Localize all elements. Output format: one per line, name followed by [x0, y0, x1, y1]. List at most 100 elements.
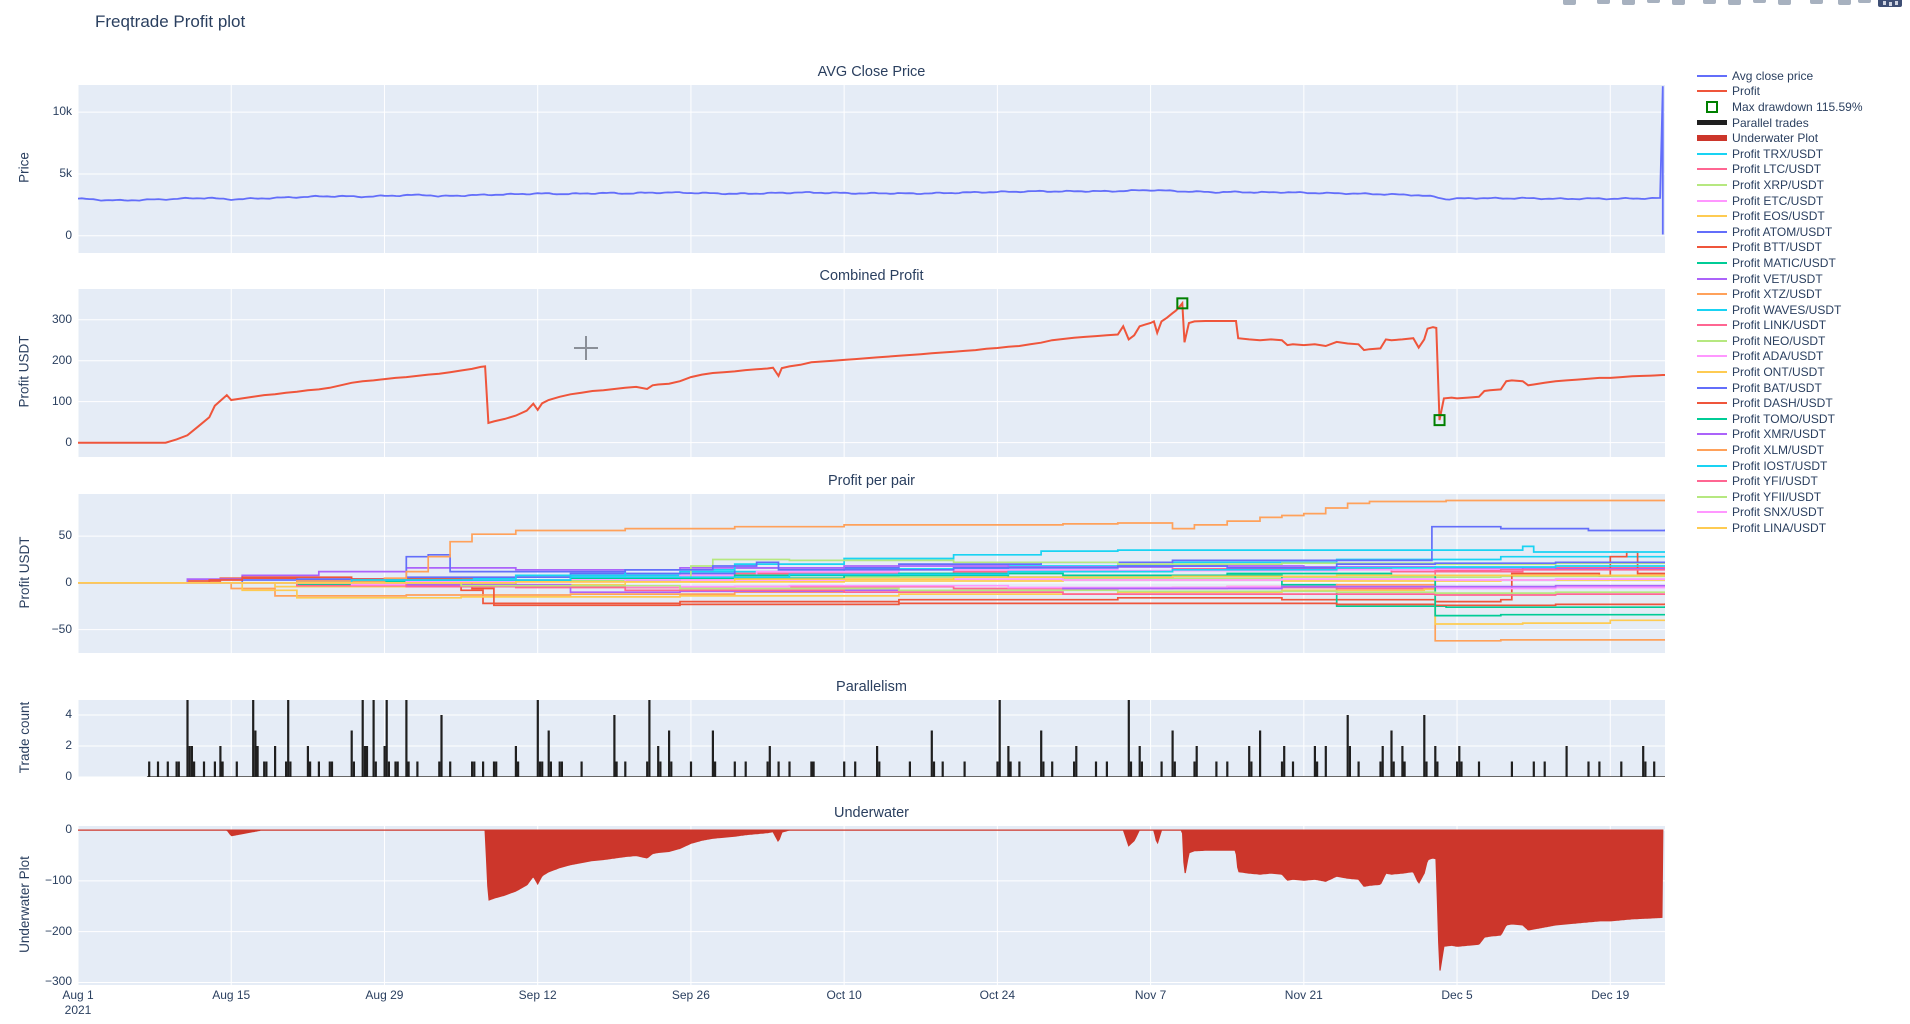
- legend-item-21[interactable]: Profit DASH/USDT: [1697, 395, 1863, 411]
- trade-count-bar: [1138, 746, 1141, 777]
- legend-item-20[interactable]: Profit BAT/USDT: [1697, 380, 1863, 396]
- autoscale-icon[interactable]: [1753, 0, 1766, 3]
- ytick-label: −200: [44, 923, 72, 938]
- trade-count-bar: [1051, 761, 1054, 777]
- legend-item-27[interactable]: Profit YFII/USDT: [1697, 489, 1863, 505]
- trade-count-bar: [1532, 761, 1535, 777]
- trade-count-bar: [843, 761, 846, 777]
- trade-count-bar: [1653, 761, 1656, 777]
- trade-count-bar: [1040, 730, 1043, 777]
- legend-item-23[interactable]: Profit XMR/USDT: [1697, 427, 1863, 443]
- trade-count-bar: [766, 761, 769, 777]
- legend-line-icon: [1697, 199, 1727, 202]
- trade-count-bar: [1390, 730, 1393, 777]
- legend-label: Profit VET/USDT: [1732, 271, 1823, 286]
- legend-item-11[interactable]: Profit BTT/USDT: [1697, 240, 1863, 256]
- spikelines-icon[interactable]: [1810, 0, 1823, 4]
- legend-item-3[interactable]: Parallel trades: [1697, 115, 1863, 131]
- zoom-icon[interactable]: [1597, 0, 1610, 4]
- trade-count-bar: [473, 761, 476, 777]
- legend-line-icon: [1697, 246, 1727, 249]
- line-marker-icon: [1697, 402, 1727, 405]
- legend-item-4[interactable]: Underwater Plot: [1697, 130, 1863, 146]
- legend-line-icon: [1697, 449, 1727, 452]
- trade-count-bar: [1195, 746, 1198, 777]
- legend-line-icon: [1697, 511, 1727, 514]
- trade-count-bar: [1348, 746, 1351, 777]
- legend-item-26[interactable]: Profit YFI/USDT: [1697, 473, 1863, 489]
- line-marker-icon: [1697, 339, 1727, 342]
- trade-count-bar: [932, 761, 936, 777]
- lasso-icon[interactable]: [1672, 0, 1685, 5]
- trade-count-bar: [812, 761, 815, 777]
- legend-line-icon: [1697, 433, 1727, 436]
- legend-item-25[interactable]: Profit IOST/USDT: [1697, 458, 1863, 474]
- trade-count-bar: [711, 730, 714, 777]
- trade-count-bar: [1642, 746, 1645, 777]
- trade-count-bar: [449, 761, 452, 777]
- trade-count-bar: [1007, 746, 1010, 777]
- reset-axes-icon[interactable]: [1778, 0, 1791, 5]
- trade-count-bar: [1127, 700, 1130, 777]
- hover-compare-icon[interactable]: [1858, 0, 1871, 3]
- legend-line-icon: [1697, 417, 1727, 420]
- legend-item-22[interactable]: Profit TOMO/USDT: [1697, 411, 1863, 427]
- legend-item-17[interactable]: Profit NEO/USDT: [1697, 333, 1863, 349]
- line-marker-icon: [1697, 464, 1727, 467]
- trade-count-bar: [549, 761, 552, 777]
- trade-count-bar: [396, 761, 399, 777]
- line-marker-icon: [1697, 386, 1727, 389]
- legend-item-9[interactable]: Profit EOS/USDT: [1697, 208, 1863, 224]
- legend-item-0[interactable]: Avg close price: [1697, 68, 1863, 84]
- legend-item-12[interactable]: Profit MATIC/USDT: [1697, 255, 1863, 271]
- ytick-label: 0: [65, 769, 72, 783]
- pan-icon[interactable]: [1622, 0, 1635, 5]
- legend-item-28[interactable]: Profit SNX/USDT: [1697, 505, 1863, 521]
- line-marker-icon: [1697, 168, 1727, 171]
- ytick-label: 0: [65, 822, 72, 837]
- legend-item-14[interactable]: Profit XTZ/USDT: [1697, 286, 1863, 302]
- trade-count-bar: [1381, 746, 1384, 777]
- legend-item-29[interactable]: Profit LINA/USDT: [1697, 520, 1863, 536]
- combined-profit-line: [78, 300, 1665, 444]
- ytick-label: −100: [44, 872, 72, 887]
- legend-line-icon: [1697, 324, 1727, 327]
- legend-item-6[interactable]: Profit LTC/USDT: [1697, 162, 1863, 178]
- camera-icon[interactable]: [1563, 0, 1576, 5]
- legend-item-10[interactable]: Profit ATOM/USDT: [1697, 224, 1863, 240]
- pair-line-profit-bat-usdt: [78, 553, 1665, 584]
- legend-item-8[interactable]: Profit ETC/USDT: [1697, 193, 1863, 209]
- xtick-label: Dec 19: [1591, 988, 1630, 1002]
- legend-label: Underwater Plot: [1732, 131, 1819, 146]
- ytick-label: 200: [51, 352, 72, 367]
- legend-item-15[interactable]: Profit WAVES/USDT: [1697, 302, 1863, 318]
- legend-item-5[interactable]: Profit TRX/USDT: [1697, 146, 1863, 162]
- pair-line-profit-yfii-usdt: [78, 582, 1665, 594]
- legend-label: Profit XLM/USDT: [1732, 443, 1825, 458]
- trade-count-bar: [1215, 761, 1218, 777]
- trade-count-bar: [1018, 761, 1021, 777]
- subplot-title-3: Profit per pair: [827, 473, 916, 489]
- legend-item-16[interactable]: Profit LINK/USDT: [1697, 318, 1863, 334]
- box-select-icon[interactable]: [1647, 0, 1660, 3]
- zoom-in-icon[interactable]: [1703, 0, 1716, 4]
- hover-closest-icon[interactable]: [1838, 0, 1851, 5]
- yaxis-title-5: Underwater Plot: [16, 855, 32, 953]
- legend-item-7[interactable]: Profit XRP/USDT: [1697, 177, 1863, 193]
- legend-item-13[interactable]: Profit VET/USDT: [1697, 271, 1863, 287]
- trade-count-bar: [1477, 761, 1481, 777]
- xtick-label: Dec 5: [1441, 988, 1473, 1002]
- trade-count-bar: [352, 761, 355, 777]
- plotly-logo[interactable]: [1878, 0, 1902, 7]
- legend-line-icon: [1697, 371, 1727, 374]
- zoom-out-icon[interactable]: [1728, 0, 1741, 5]
- legend-item-2[interactable]: Max drawdown 115.59%: [1697, 99, 1863, 115]
- max-drawdown-marker: [1176, 297, 1189, 310]
- legend-item-1[interactable]: Profit: [1697, 84, 1863, 100]
- legend-item-24[interactable]: Profit XLM/USDT: [1697, 442, 1863, 458]
- trade-count-bar: [175, 761, 178, 777]
- legend-item-18[interactable]: Profit ADA/USDT: [1697, 349, 1863, 365]
- subplot-title-4: Parallelism: [836, 679, 907, 695]
- legend-item-19[interactable]: Profit ONT/USDT: [1697, 364, 1863, 380]
